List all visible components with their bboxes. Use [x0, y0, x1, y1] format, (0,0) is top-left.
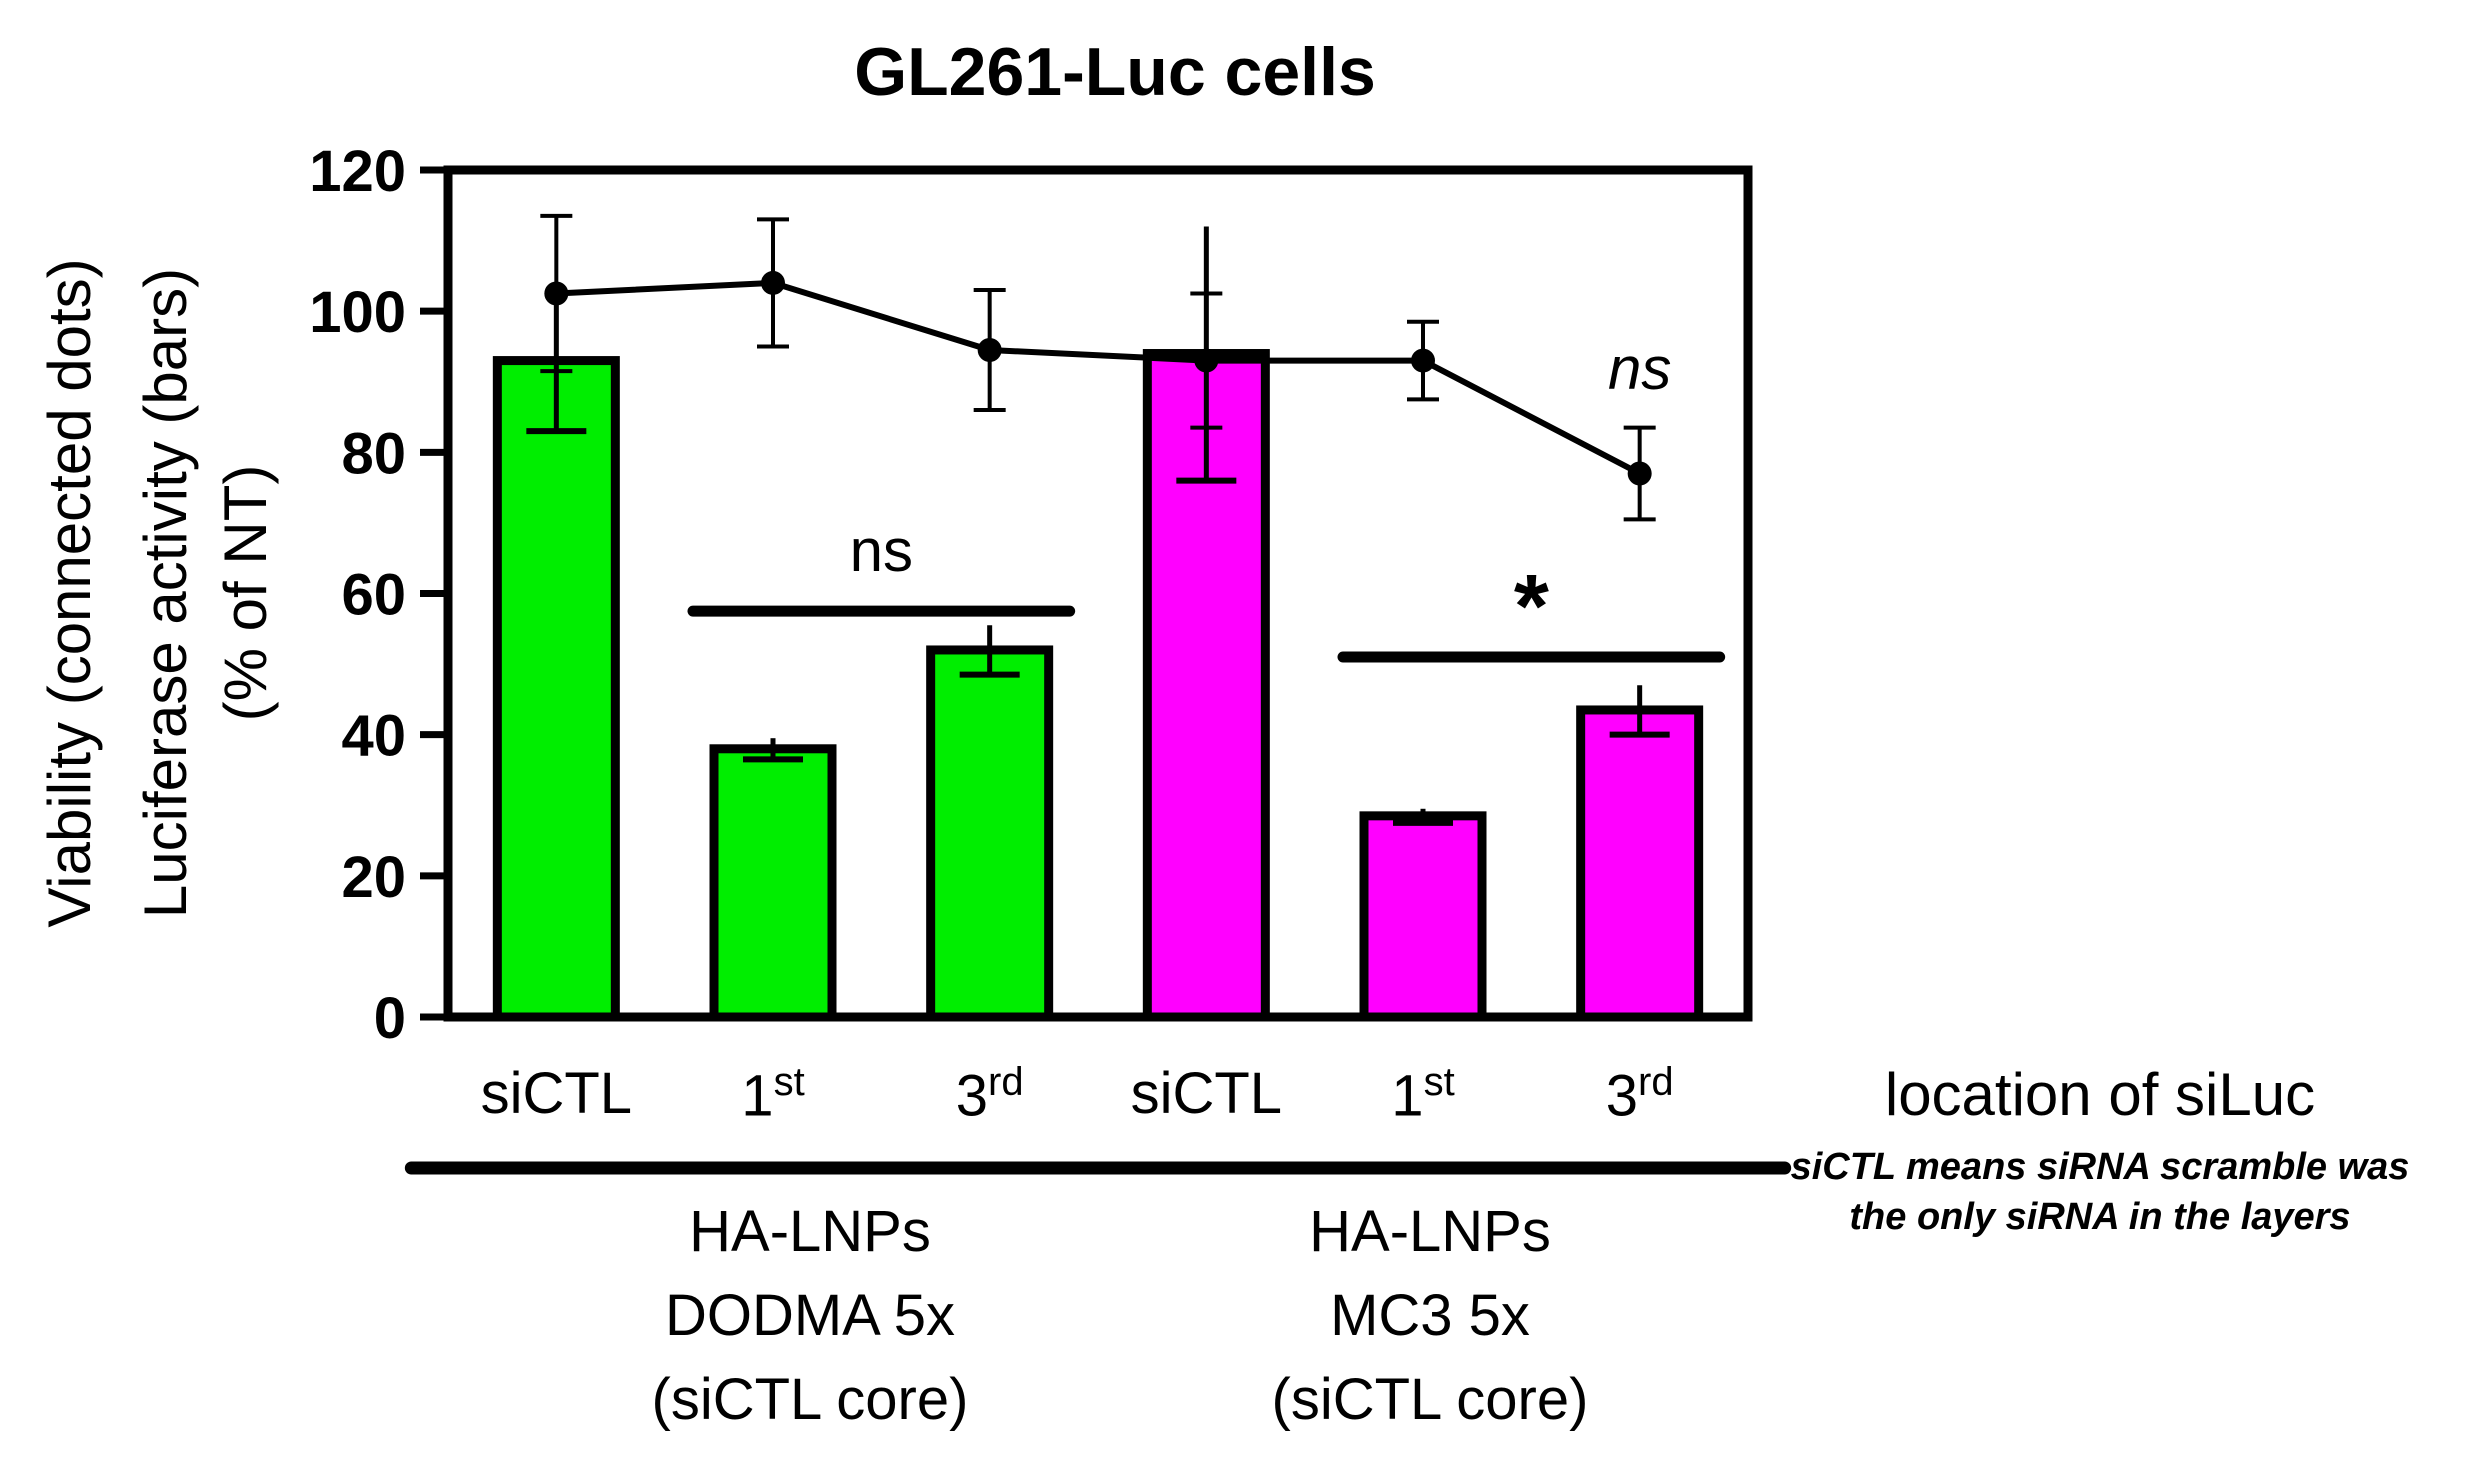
plot-frame — [443, 165, 1753, 1022]
group-label-dodma-line-2: DODMA 5x — [664, 1283, 956, 1348]
bar — [492, 356, 620, 1022]
y-tick-label: 120 — [309, 139, 406, 204]
group-label-dodma: HA-LNPs DODMA 5x (siCTL core) — [580, 1190, 1040, 1442]
x-axis-label: location of siLuc — [1884, 1061, 2316, 1128]
x-tick-label-superscript: rd — [988, 1060, 1024, 1104]
group-label-mc3: HA-LNPs MC3 5x (siCTL core) — [1200, 1190, 1660, 1442]
line-point — [1411, 348, 1435, 373]
x-tick-label: siCTL — [436, 1060, 676, 1127]
line-point — [1194, 348, 1219, 373]
y-tick-label: 0 — [374, 986, 406, 1051]
x-tick-label-text: 3 — [955, 1063, 988, 1129]
group-label-mc3-line-3: (siCTL core) — [1271, 1367, 1589, 1432]
chart-title: GL261-Luc cells — [854, 34, 1376, 110]
y-tick-label: 80 — [341, 421, 406, 486]
y-tick-label: 40 — [341, 704, 406, 769]
viability-line — [556, 279, 1642, 477]
x-axis-note-line-1: siCTL means siRNA scramble was — [1790, 1146, 2410, 1188]
bars — [492, 349, 1704, 1022]
bar — [709, 744, 837, 1022]
group-label-dodma-line-3: (siCTL core) — [651, 1367, 969, 1432]
bar — [926, 645, 1054, 1022]
bar-error-bars — [526, 226, 1670, 826]
x-tick-label: siCTL — [1086, 1060, 1326, 1127]
y-tick-label: 60 — [341, 563, 406, 628]
group-label-mc3-line-2: MC3 5x — [1330, 1283, 1530, 1348]
y-tick-label: 100 — [309, 280, 406, 345]
x-tick-label: 1st — [1303, 1060, 1543, 1129]
y-axis-label: Viability (connected dots) Luciferase ac… — [36, 258, 279, 927]
x-tick-label-text: 3 — [1605, 1063, 1638, 1129]
x-tick-label-superscript: st — [1423, 1060, 1455, 1104]
line-point — [544, 281, 569, 306]
x-tick-label-text: siCTL — [480, 1061, 633, 1126]
significance-label: ns — [850, 517, 913, 584]
line-point — [1627, 461, 1652, 486]
significance-label: ns — [1608, 335, 1671, 402]
group-label-dodma-line-1: HA-LNPs — [689, 1199, 931, 1264]
y-axis-label-line-1: Viability (connected dots) — [36, 258, 103, 927]
x-tick-label: 3rd — [1520, 1060, 1760, 1129]
y-tick-label: 20 — [341, 845, 406, 910]
line-point — [977, 337, 1002, 362]
viability-line-series — [540, 213, 1656, 522]
x-tick-label-superscript: rd — [1638, 1060, 1674, 1104]
y-axis-label-line-3: (% of NT) — [212, 465, 279, 722]
x-tick-label-superscript: st — [773, 1060, 805, 1104]
bar — [1576, 705, 1704, 1022]
x-tick-label: 3rd — [870, 1060, 1110, 1129]
x-tick-label: 1st — [653, 1060, 893, 1129]
bar — [1359, 811, 1487, 1022]
y-ticks: 0 20 40 60 80 100 120 — [309, 139, 448, 1051]
significance-label: * — [1514, 557, 1549, 657]
group-label-mc3-line-1: HA-LNPs — [1309, 1199, 1551, 1264]
x-tick-label-text: 1 — [1391, 1063, 1424, 1129]
x-tick-label-text: siCTL — [1130, 1061, 1283, 1126]
x-axis-note: siCTL means siRNA scramble was the only … — [1760, 1142, 2440, 1242]
y-axis-label-line-2: Luciferase activity (bars) — [132, 268, 199, 918]
significance-annotations: ns * ns — [687, 335, 1726, 663]
x-tick-label-text: 1 — [741, 1063, 774, 1129]
line-point — [761, 270, 785, 295]
x-axis-note-line-2: the only siRNA in the layers — [1849, 1196, 2351, 1238]
